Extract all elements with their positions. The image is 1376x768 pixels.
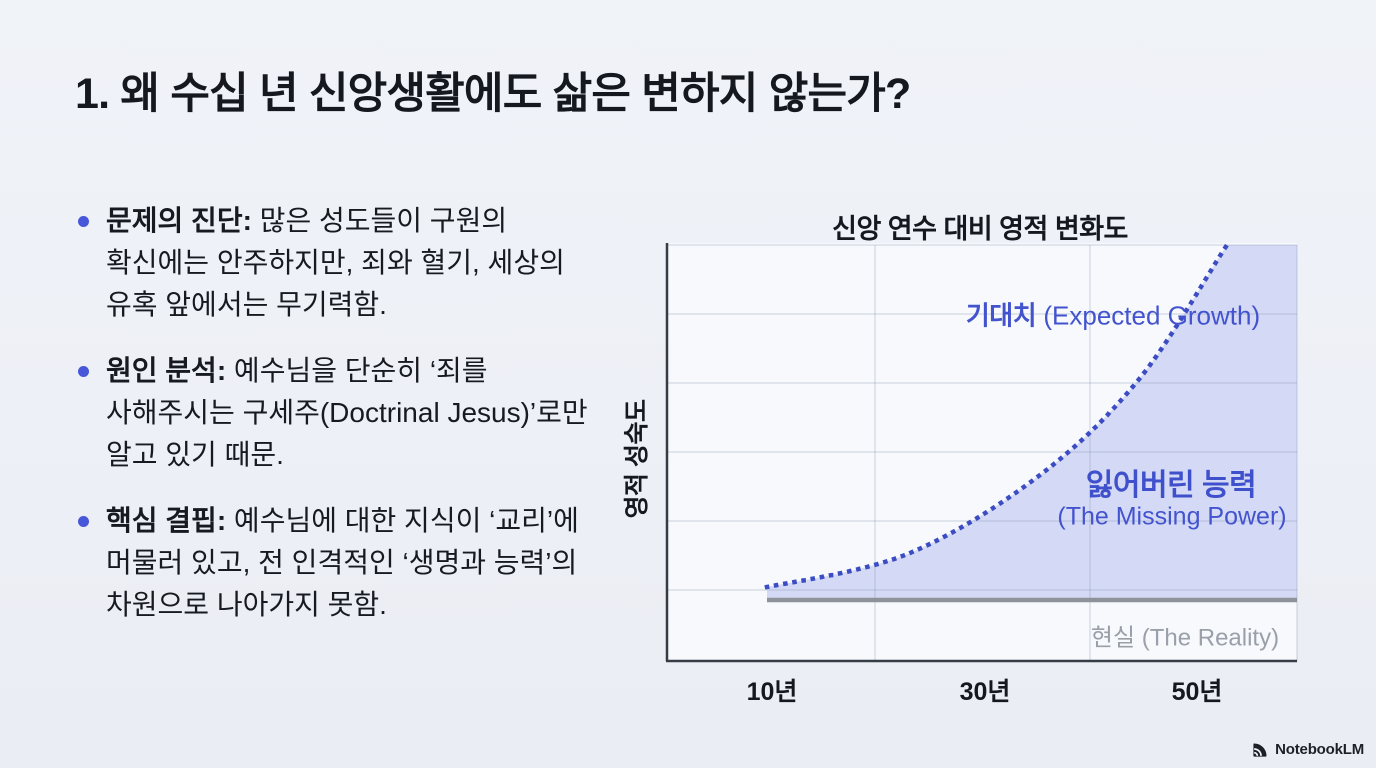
x-tick-30y: 30년 xyxy=(959,678,1011,706)
bullet-label: 원인 분석: xyxy=(106,355,227,386)
bullet-body: 예수님에 대한 지식이 ‘교리’에 머물러 있고, 전 인격적인 ‘생명과 능력… xyxy=(106,505,579,620)
y-axis-label: 영적 성숙도 xyxy=(623,399,651,519)
chart-title: 신앙 연수 대비 영적 변화도 xyxy=(832,214,1128,244)
bullet-dot-icon xyxy=(78,216,89,227)
bullet-dot-icon xyxy=(78,516,89,527)
label-missing-power-en: (The Missing Power) xyxy=(1057,502,1287,531)
bullet-label: 핵심 결핍: xyxy=(106,505,227,536)
label-expected-growth-ko: 기대치 xyxy=(965,300,1037,331)
bullet-text: 원인 분석: 예수님을 단순히 ‘죄를 사해주시는 구세주(Doctrinal … xyxy=(106,350,591,476)
bullet-item-diagnosis: 문제의 진단: 많은 성도들이 구원의 확신에는 안주하지만, 죄와 혈기, 세… xyxy=(75,200,591,326)
label-expected-growth-en: (Expected Growth) xyxy=(1036,300,1261,331)
notebooklm-icon xyxy=(1253,743,1267,757)
bullet-item-cause: 원인 분석: 예수님을 단순히 ‘죄를 사해주시는 구세주(Doctrinal … xyxy=(75,350,591,476)
bullet-text: 핵심 결핍: 예수님에 대한 지식이 ‘교리’에 머물러 있고, 전 인격적인 … xyxy=(106,500,591,626)
expected-growth-curve xyxy=(764,241,1231,590)
bullet-dot-icon xyxy=(78,366,89,377)
bullet-body: 많은 성도들이 구원의 확신에는 안주하지만, 죄와 혈기, 세상의 유혹 앞에… xyxy=(106,205,565,320)
x-tick-50y: 50년 xyxy=(1171,678,1223,706)
bullet-item-deficiency: 핵심 결핍: 예수님에 대한 지식이 ‘교리’에 머물러 있고, 전 인격적인 … xyxy=(75,500,591,626)
bullet-list: 문제의 진단: 많은 성도들이 구원의 확신에는 안주하지만, 죄와 혈기, 세… xyxy=(75,200,591,650)
label-missing-power-ko: 잃어버린 능력 xyxy=(1085,469,1257,502)
slide-title: 1. 왜 수십 년 신앙생활에도 삶은 변하지 않는가? xyxy=(75,70,911,118)
label-reality: 현실 (The Reality) xyxy=(1090,624,1280,652)
chart-spiritual-growth: 신앙 연수 대비 영적 변화도 영적 성숙도 xyxy=(620,195,1340,727)
bullet-label: 문제의 진단: xyxy=(106,205,252,236)
bullet-body: 예수님을 단순히 ‘죄를 사해주시는 구세주(Doctrinal Jesus)’… xyxy=(106,355,588,470)
chart-plot-area xyxy=(665,241,1298,663)
notebooklm-watermark: NotebookLM xyxy=(1251,740,1364,759)
missing-power-area xyxy=(767,245,1297,598)
x-tick-10y: 10년 xyxy=(746,678,798,706)
gridlines xyxy=(667,244,1298,661)
bullet-text: 문제의 진단: 많은 성도들이 구원의 확신에는 안주하지만, 죄와 혈기, 세… xyxy=(106,200,591,326)
notebooklm-label: NotebookLM xyxy=(1275,741,1364,758)
label-expected-growth: 기대치 (Expected Growth) xyxy=(966,296,1260,333)
